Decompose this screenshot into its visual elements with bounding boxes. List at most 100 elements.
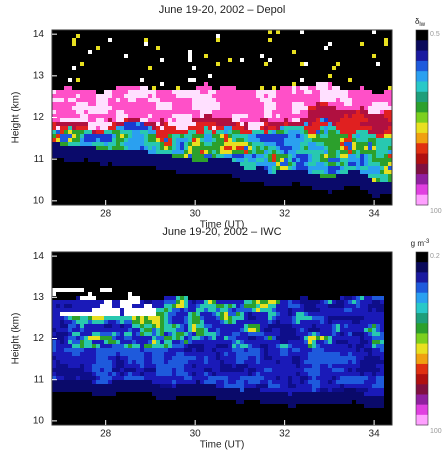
texture xyxy=(216,46,220,50)
texture xyxy=(172,34,176,38)
texture xyxy=(304,42,308,46)
texture xyxy=(208,182,212,186)
texture xyxy=(376,174,380,178)
texture xyxy=(104,194,108,198)
texture xyxy=(116,284,120,288)
texture xyxy=(164,66,168,70)
texture xyxy=(212,42,216,46)
texture xyxy=(268,66,272,70)
texture xyxy=(96,78,100,82)
texture xyxy=(172,38,176,42)
texture xyxy=(208,130,212,134)
texture xyxy=(120,396,124,400)
texture xyxy=(288,142,292,146)
texture xyxy=(184,138,188,142)
texture xyxy=(176,58,180,62)
texture xyxy=(320,110,324,114)
texture xyxy=(80,312,84,316)
texture xyxy=(384,162,388,166)
texture xyxy=(236,46,240,50)
texture xyxy=(92,332,96,336)
texture xyxy=(372,86,376,90)
texture xyxy=(224,158,228,162)
texture xyxy=(136,420,140,424)
texture xyxy=(256,58,260,62)
texture xyxy=(160,194,164,198)
texture xyxy=(276,114,280,118)
texture xyxy=(188,126,192,130)
texture xyxy=(56,316,60,320)
texture xyxy=(224,150,228,154)
texture xyxy=(324,146,328,150)
texture xyxy=(68,102,72,106)
texture xyxy=(108,54,112,58)
texture xyxy=(268,170,272,174)
texture xyxy=(128,110,132,114)
texture xyxy=(192,178,196,182)
texture xyxy=(188,82,192,86)
texture xyxy=(80,150,84,154)
texture xyxy=(56,142,60,146)
texture xyxy=(220,134,224,138)
texture xyxy=(260,158,264,162)
texture xyxy=(340,78,344,82)
texture xyxy=(124,30,128,34)
texture xyxy=(384,38,388,42)
texture xyxy=(264,134,268,138)
texture xyxy=(72,356,76,360)
texture xyxy=(148,30,152,34)
texture xyxy=(108,38,112,42)
texture xyxy=(104,396,108,400)
texture xyxy=(344,114,348,118)
texture xyxy=(92,256,96,260)
texture xyxy=(376,66,380,70)
texture xyxy=(68,178,72,182)
texture xyxy=(292,58,296,62)
texture xyxy=(284,162,288,166)
texture xyxy=(268,70,272,74)
texture xyxy=(176,38,180,42)
texture xyxy=(356,122,360,126)
texture xyxy=(256,94,260,98)
texture xyxy=(60,190,64,194)
texture xyxy=(244,106,248,110)
texture xyxy=(244,146,248,150)
texture xyxy=(128,190,132,194)
texture xyxy=(360,154,364,158)
texture xyxy=(360,106,364,110)
texture xyxy=(176,170,180,174)
texture xyxy=(112,252,116,256)
texture xyxy=(316,182,320,186)
texture xyxy=(80,344,84,348)
texture xyxy=(192,190,196,194)
texture xyxy=(368,134,372,138)
texture xyxy=(108,260,112,264)
texture xyxy=(160,150,164,154)
y-tick-label: 11 xyxy=(34,154,45,165)
texture xyxy=(256,186,260,190)
texture xyxy=(88,324,92,328)
texture xyxy=(96,182,100,186)
texture xyxy=(328,138,332,142)
texture xyxy=(220,46,224,50)
texture xyxy=(344,62,348,66)
texture xyxy=(232,178,236,182)
texture xyxy=(144,150,148,154)
texture xyxy=(56,174,60,178)
texture xyxy=(232,94,236,98)
texture xyxy=(152,114,156,118)
texture xyxy=(140,380,144,384)
texture xyxy=(192,62,196,66)
texture xyxy=(360,54,364,58)
texture xyxy=(56,170,60,174)
texture xyxy=(96,320,100,324)
texture xyxy=(68,264,72,268)
texture xyxy=(140,190,144,194)
texture xyxy=(388,134,392,138)
texture xyxy=(280,110,284,114)
texture xyxy=(148,372,152,376)
texture xyxy=(76,182,80,186)
texture xyxy=(92,344,96,348)
texture xyxy=(372,46,376,50)
texture xyxy=(208,110,212,114)
